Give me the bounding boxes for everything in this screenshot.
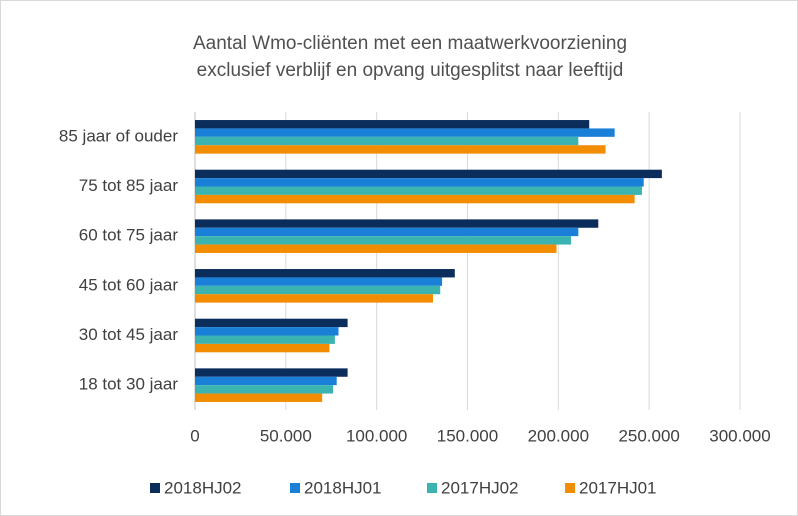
y-tick-label: 85 jaar of ouder	[59, 126, 178, 145]
bar	[195, 186, 642, 195]
x-tick-label: 200.000	[528, 426, 589, 445]
bar	[195, 318, 348, 328]
legend-swatch	[427, 483, 437, 493]
chart-title: exclusief verblijf en opvang uitgesplits…	[197, 60, 624, 81]
bar	[195, 385, 334, 394]
legend-swatch	[150, 483, 160, 493]
bar	[195, 227, 579, 237]
bar	[195, 285, 441, 295]
bar	[195, 327, 339, 336]
x-tick-label: 100.000	[346, 426, 407, 445]
legend-swatch	[565, 483, 575, 493]
y-tick-label: 60 tot 75 jaar	[79, 226, 179, 245]
y-tick-label: 45 tot 60 jaar	[79, 275, 179, 294]
bar	[195, 393, 323, 402]
y-tick-label: 75 tot 85 jaar	[79, 176, 179, 195]
bar	[195, 128, 615, 137]
bar	[195, 269, 455, 278]
bar	[195, 219, 599, 228]
bar	[195, 120, 590, 129]
bar	[195, 376, 337, 386]
bar	[195, 294, 433, 303]
x-tick-label: 0	[190, 426, 199, 445]
bar	[195, 178, 644, 187]
x-tick-label: 300.000	[709, 426, 770, 445]
chart-title: Aantal Wmo-cliënten met een maatwerkvoor…	[193, 33, 627, 54]
x-tick-label: 150.000	[437, 426, 498, 445]
x-tick-label: 250.000	[618, 426, 679, 445]
x-tick-label: 50.000	[260, 426, 312, 445]
bar	[195, 145, 606, 154]
bar	[195, 169, 662, 179]
bar	[195, 244, 557, 253]
legend-label: 2017HJ02	[441, 478, 519, 497]
legend-label: 2017HJ01	[579, 478, 657, 497]
bar	[195, 335, 335, 344]
y-tick-label: 18 tot 30 jaar	[79, 375, 179, 394]
legend-label: 2018HJ01	[304, 478, 382, 497]
legend-label: 2018HJ02	[164, 478, 242, 497]
bar	[195, 194, 635, 204]
bar	[195, 343, 330, 353]
legend-swatch	[290, 483, 300, 493]
bar	[195, 277, 443, 286]
bar	[195, 236, 572, 245]
bar	[195, 368, 348, 377]
bar	[195, 136, 579, 146]
y-tick-label: 30 tot 45 jaar	[79, 325, 179, 344]
